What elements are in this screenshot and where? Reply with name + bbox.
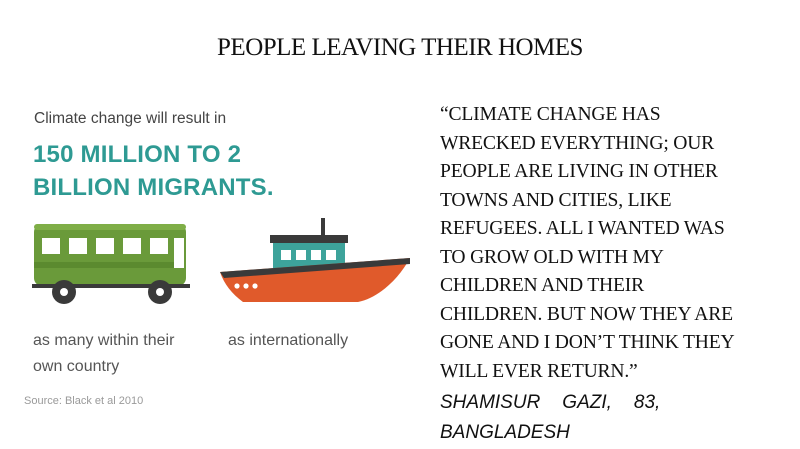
attribution-age: 83, [633, 392, 661, 413]
quote-block: “CLIMATE CHANGE HAS WRECKED EVERYTHING; … [440, 101, 785, 386]
boat-icon [220, 218, 410, 302]
attribution-line-1: SHAMISUR GAZI, 83, [440, 388, 700, 418]
stat-line-2: BILLION MIGRANTS. [33, 174, 274, 201]
quote-line: PEOPLE ARE LIVING IN OTHER [440, 161, 718, 182]
quote-line: TOWNS AND CITIES, LIKE [440, 189, 672, 211]
quote-line: CHILDREN. BUT NOW THEY ARE [440, 303, 733, 325]
bus-caption: as many within their own country [33, 328, 223, 380]
migrants-statistic: 150 MILLION TO 2 BILLION MIGRANTS. [33, 138, 353, 204]
bus-caption-line-1: as many within their [33, 332, 175, 349]
quote-attribution: SHAMISUR GAZI, 83, BANGLADESH [440, 388, 700, 448]
quote-line: TO GROW OLD WITH MY [440, 246, 664, 268]
quote-line: “CLIMATE CHANGE HAS [440, 104, 661, 125]
attribution-name-last: GAZI, [562, 392, 612, 413]
attribution-place: BANGLADESH [440, 422, 570, 443]
quote-line: WRECKED EVERYTHING; OUR [440, 132, 715, 154]
stat-line-1: 150 MILLION TO 2 [33, 141, 242, 168]
quote-line: REFUGEES. ALL I WANTED WAS [440, 218, 725, 239]
attribution-name-first: SHAMISUR [440, 392, 541, 413]
bus-icon [32, 224, 190, 304]
page-title: PEOPLE LEAVING THEIR HOMES [217, 34, 583, 61]
quote-line: CHILDREN AND THEIR [440, 275, 644, 296]
source-citation: Source: Black et al 2010 [24, 395, 144, 407]
quote-line: GONE AND I DON’T THINK THEY [440, 332, 735, 353]
bus-caption-line-2: own country [33, 358, 120, 375]
boat-caption: as internationally [228, 332, 349, 349]
infographic-intro: Climate change will result in [34, 110, 227, 127]
quote-line: WILL EVER RETURN.” [440, 360, 638, 382]
